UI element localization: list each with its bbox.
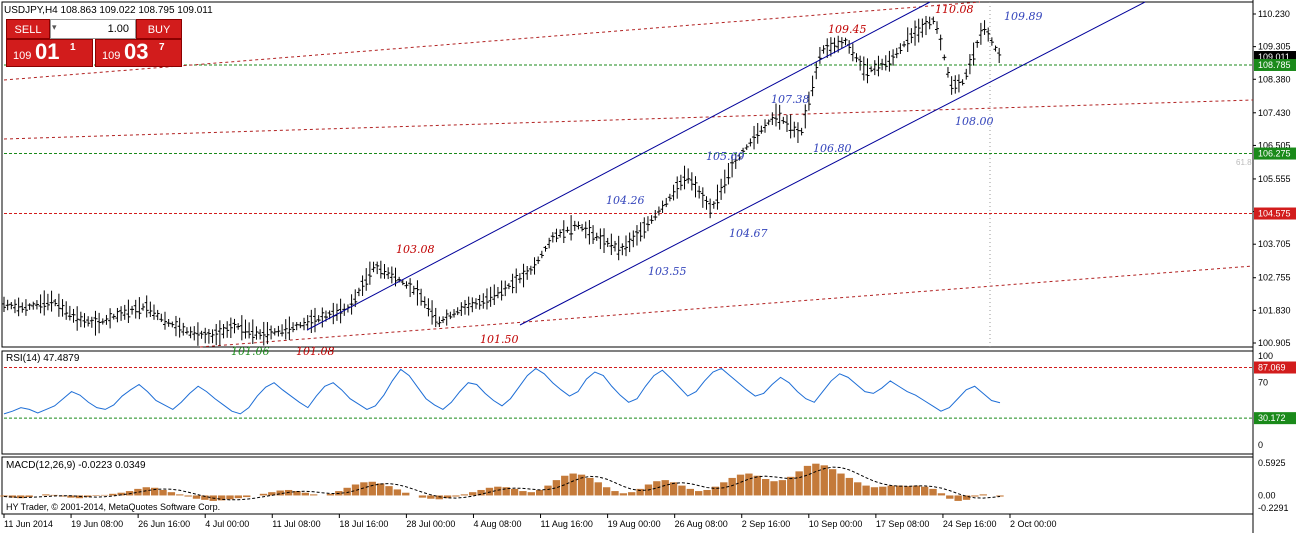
trend-channel[interactable]	[306, 1, 1146, 331]
level-price-tag	[1254, 207, 1296, 220]
price-bars	[2, 15, 1002, 346]
rsi-panel	[3, 367, 1253, 419]
fan-line	[199, 265, 1254, 348]
lot-stepper-icon[interactable]: ▾	[52, 23, 57, 33]
sell-quote-pips: 01	[35, 39, 60, 64]
chart-background	[1, 0, 1254, 533]
time-tick-label: 4 Jul 00:00	[205, 519, 249, 529]
macd-label: MACD(12,26,9) -0.0223 0.0349	[6, 460, 146, 471]
price-tick-label: 101.830	[1258, 305, 1291, 315]
panel-frame	[1, 350, 1254, 455]
buy-quote-prefix: 109	[102, 50, 121, 62]
price-annotation: 101.06	[231, 345, 270, 358]
rsi-tick-label: 70	[1258, 378, 1268, 388]
rsi-tick-label: 100	[1258, 351, 1273, 361]
price-tick-label: 107.430	[1258, 108, 1291, 118]
fan-line	[3, 99, 1254, 140]
level-price-tag-label: 106.275	[1258, 149, 1291, 159]
level-price-tag	[1254, 58, 1296, 71]
time-tick-label: 19 Jun 08:00	[71, 519, 123, 529]
macd-tick-label: 0.5925	[1258, 458, 1286, 468]
level-price-tag	[1254, 147, 1296, 160]
time-tick-label: 10 Sep 00:00	[809, 519, 863, 529]
channel-upper-line	[306, 1, 931, 331]
price-tick-label: 103.705	[1258, 239, 1291, 249]
price-tick-label: 100.905	[1258, 338, 1291, 348]
level-lines	[3, 1, 1254, 348]
time-tick-label: 18 Jul 16:00	[339, 519, 388, 529]
time-tick-label: 17 Sep 08:00	[876, 519, 930, 529]
macd-signal-line	[3, 466, 1001, 501]
macd-tick-label: -0.2291	[1258, 503, 1289, 513]
macd-tick-label: 0.00	[1258, 490, 1276, 500]
sell-button[interactable]: SELL	[6, 19, 50, 39]
sell-quote-fraction: 1	[70, 42, 76, 53]
price-annotation: 106.80	[813, 142, 852, 155]
price-annotation: 101.50	[480, 333, 519, 346]
level-price-tag-label: 104.575	[1258, 209, 1291, 219]
price-annotation: 109.89	[1004, 10, 1043, 23]
one-click-trading-panel: SELL 1.00 ▾ BUY 109 01 1 109 03 7	[6, 19, 182, 67]
price-annotations: 110.08 109.89 109.45 107.38 108.00 106.80 105.…	[231, 3, 1043, 358]
buy-quote-pips: 03	[124, 39, 149, 64]
rsi-line	[3, 367, 1001, 415]
price-tick-label: 110.230	[1258, 9, 1290, 19]
price-annotation: 108.00	[955, 115, 994, 128]
buy-quote[interactable]: 109 03 7	[95, 39, 182, 67]
rsi-tick-label: 0	[1258, 440, 1263, 450]
rsi-level-tag-label: 30.172	[1258, 413, 1286, 423]
price-tick-label: 108.380	[1258, 74, 1291, 84]
time-tick-label: 2 Sep 16:00	[742, 519, 791, 529]
time-tick-label: 11 Aug 16:00	[541, 519, 593, 529]
current-price-tag-label: 109.011	[1258, 52, 1290, 62]
time-tick-label: 11 Jun 2014	[4, 519, 53, 529]
panel-frame	[1, 456, 1254, 515]
side-marker: 61.8	[1236, 158, 1252, 167]
price-tick-label: 105.555	[1258, 174, 1291, 184]
time-tick-label: 4 Aug 08:00	[473, 519, 521, 529]
time-axis: 11 Jun 2014 19 Jun 08:00 26 Jun 16:00 4 Jul…	[3, 514, 1057, 529]
price-tick-label: 106.505	[1258, 140, 1291, 150]
macd-panel	[0, 463, 1004, 501]
price-tick-label: 109.305	[1258, 42, 1291, 52]
rsi-level-tag	[1254, 361, 1296, 374]
time-tick-label: 26 Jun 16:00	[138, 519, 190, 529]
panel-frame	[1, 1, 1254, 348]
price-annotation: 103.55	[648, 265, 687, 278]
price-annotation: 104.67	[729, 227, 768, 240]
time-tick-label: 19 Aug 00:00	[608, 519, 661, 529]
price-annotation: 101.08	[296, 345, 335, 358]
time-tick-label: 24 Sep 16:00	[943, 519, 997, 529]
fan-line	[3, 1, 981, 81]
symbol-header: USDJPY,H4 108.863 109.022 108.795 109.01…	[4, 5, 213, 16]
sell-quote[interactable]: 109 01 1	[6, 39, 93, 67]
time-tick-label: 11 Jul 08:00	[272, 519, 320, 529]
price-axis: 110.230 109.305 108.380 107.430 106.505 105.5…	[1236, 9, 1296, 513]
price-annotation: 104.26	[606, 194, 645, 207]
time-tick-label: 26 Aug 08:00	[675, 519, 728, 529]
price-annotation: 107.38	[771, 93, 810, 106]
price-annotation: 109.45	[828, 23, 867, 36]
buy-quote-fraction: 7	[159, 42, 165, 53]
rsi-label: RSI(14) 47.4879	[6, 353, 80, 364]
price-annotation: 103.08	[396, 243, 435, 256]
price-tick-label: 102.755	[1258, 273, 1291, 283]
lot-size-field[interactable]: 1.00	[50, 19, 136, 39]
time-tick-label: 28 Jul 00:00	[406, 519, 455, 529]
rsi-level-tag	[1254, 412, 1296, 425]
buy-button[interactable]: BUY	[136, 19, 182, 39]
level-price-tag-label: 108.785	[1258, 60, 1291, 70]
rsi-level-tag-label: 87.069	[1258, 363, 1286, 373]
copyright-text: HY Trader, © 2001-2014, MetaQuotes Softw…	[6, 502, 220, 512]
price-annotation: 105.69	[706, 150, 745, 163]
channel-lower-line	[519, 1, 1146, 326]
price-annotation: 110.08	[935, 3, 974, 16]
time-tick-label: 2 Oct 00:00	[1010, 519, 1057, 529]
sell-quote-prefix: 109	[13, 50, 32, 62]
